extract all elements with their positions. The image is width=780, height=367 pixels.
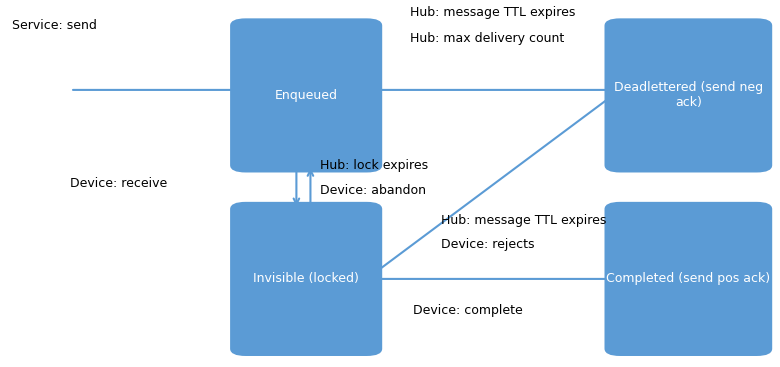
FancyBboxPatch shape [230,202,382,356]
Text: Invisible (locked): Invisible (locked) [254,272,359,286]
Text: Hub: message TTL expires: Hub: message TTL expires [441,214,606,227]
Text: Device: complete: Device: complete [413,304,523,317]
Text: Device: receive: Device: receive [70,177,168,190]
Text: Hub: message TTL expires: Hub: message TTL expires [410,6,575,19]
Text: Device: abandon: Device: abandon [320,184,426,197]
FancyBboxPatch shape [604,202,772,356]
Text: Hub: lock expires: Hub: lock expires [320,159,428,172]
FancyBboxPatch shape [604,18,772,172]
Text: Deadlettered (send neg
ack): Deadlettered (send neg ack) [614,81,763,109]
Text: Service: send: Service: send [12,19,97,32]
Text: Enqueued: Enqueued [275,89,338,102]
Text: Device: rejects: Device: rejects [441,237,534,251]
FancyBboxPatch shape [230,18,382,172]
Text: Hub: max delivery count: Hub: max delivery count [410,32,564,45]
Text: Completed (send pos ack): Completed (send pos ack) [606,272,771,286]
